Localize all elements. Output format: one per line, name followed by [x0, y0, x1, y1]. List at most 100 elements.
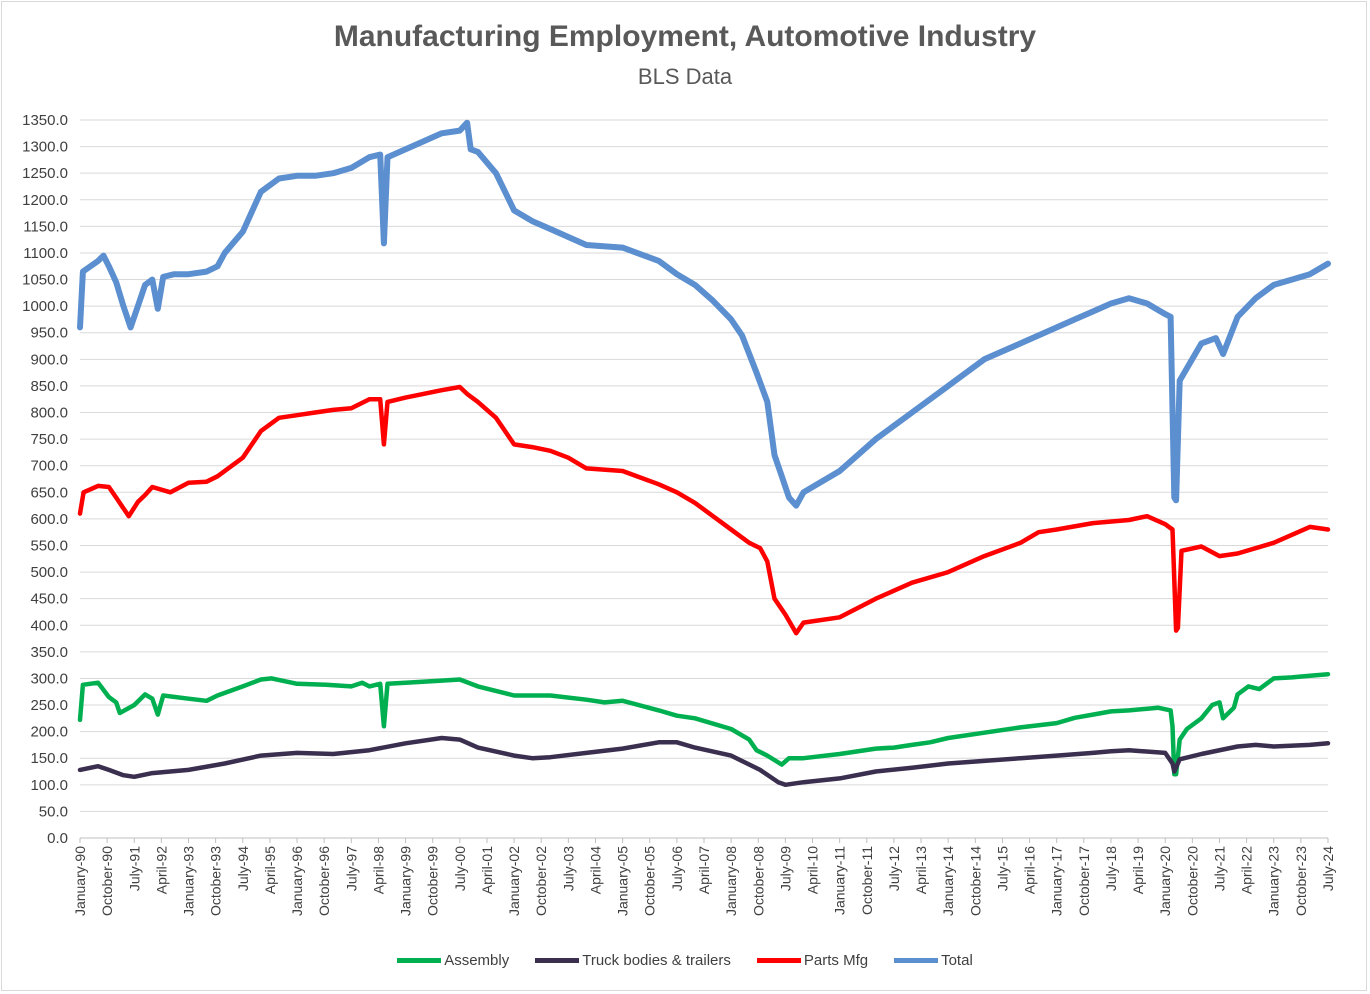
x-tick-label: April-19: [1130, 846, 1146, 894]
legend-item-assembly[interactable]: Assembly: [397, 952, 509, 969]
x-tick-label: July-00: [452, 846, 468, 891]
x-tick-label: January-08: [723, 846, 739, 916]
x-tick-label: January-02: [506, 846, 522, 916]
series-line-parts-mfg: [77, 384, 1331, 636]
y-tick-label: 500.0: [30, 564, 68, 581]
legend: Assembly Truck bodies & trailers Parts M…: [0, 952, 1370, 969]
y-tick-label: 850.0: [30, 378, 68, 395]
x-tick-label: October-99: [425, 846, 441, 916]
x-tick-label: October-96: [316, 846, 332, 916]
y-tick-label: 400.0: [30, 617, 68, 634]
x-tick-label: April-01: [479, 846, 495, 894]
x-tick-label: July-24: [1320, 846, 1336, 891]
x-tick-label: April-92: [153, 846, 169, 894]
x-tick-label: January-17: [1049, 846, 1065, 916]
y-tick-label: 1050.0: [22, 272, 68, 289]
x-tick-label: July-09: [777, 846, 793, 891]
x-tick-label: April-16: [1022, 846, 1038, 894]
y-tick-label: 1150.0: [23, 218, 68, 235]
y-tick-label: 350.0: [30, 644, 68, 661]
x-tick-label: October-93: [208, 846, 224, 916]
y-tick-label: 200.0: [30, 724, 68, 741]
series-lines: [77, 119, 1331, 788]
legend-swatch-truck-bodies: [535, 958, 580, 963]
x-tick-label: July-15: [994, 846, 1010, 891]
x-tick-label: July-06: [669, 846, 685, 891]
x-tick-label: October-17: [1076, 846, 1092, 916]
y-tick-label: 1000.0: [22, 298, 68, 315]
y-tick-label: 0.0: [47, 830, 68, 847]
legend-item-truck-bodies[interactable]: Truck bodies & trailers: [535, 952, 731, 969]
x-tick-label: October-23: [1293, 846, 1309, 916]
x-tick-label: January-11: [832, 846, 848, 915]
grid-lines: [80, 119, 1328, 839]
y-tick-label: 800.0: [30, 405, 68, 422]
x-tick-label: July-18: [1103, 846, 1119, 891]
x-tick-label: January-99: [398, 846, 414, 916]
y-tick-label: 650.0: [30, 484, 68, 501]
x-tick-label: October-08: [750, 846, 766, 916]
y-tick-label: 1250.0: [22, 165, 68, 182]
legend-label-assembly: Assembly: [444, 952, 510, 969]
x-tick-label: April-98: [370, 846, 386, 894]
x-tick-label: April-04: [587, 846, 603, 894]
x-tick-label: October-11: [859, 846, 875, 915]
x-tick-label: October-02: [533, 846, 549, 916]
y-tick-label: 100.0: [30, 777, 68, 794]
y-tick-label: 600.0: [30, 511, 68, 528]
y-tick-label: 450.0: [30, 591, 68, 608]
legend-label-parts-mfg: Parts Mfg: [803, 952, 869, 969]
y-tick-label: 950.0: [30, 325, 68, 342]
legend-label-truck-bodies: Truck bodies & trailers: [582, 952, 731, 969]
x-tick-label: January-93: [181, 846, 197, 916]
legend-swatch-parts-mfg: [756, 958, 801, 963]
y-tick-label: 900.0: [30, 351, 68, 368]
y-tick-label: 550.0: [30, 537, 68, 554]
chart-title: Manufacturing Employment, Automotive Ind…: [333, 20, 1037, 53]
x-tick-label: October-14: [967, 846, 983, 916]
y-tick-label: 300.0: [30, 670, 68, 687]
x-tick-label: October-05: [642, 846, 658, 916]
x-tick-label: January-05: [615, 846, 631, 916]
x-tick-label: October-20: [1184, 846, 1200, 916]
x-tick-label: July-03: [560, 846, 576, 891]
y-tick-label: 50.0: [39, 803, 68, 820]
series-line-total: [77, 119, 1331, 509]
legend-swatch-assembly: [397, 958, 442, 963]
y-tick-label: 1350.0: [22, 112, 68, 129]
x-tick-label: April-22: [1239, 846, 1255, 894]
x-tick-label: January-23: [1266, 846, 1282, 916]
series-line-truck-bodies-trailers: [77, 735, 1331, 788]
legend-item-total[interactable]: Total: [894, 952, 973, 969]
x-tick-label: April-10: [805, 846, 821, 894]
legend-label-total: Total: [941, 952, 973, 969]
y-tick-label: 1200.0: [22, 192, 68, 209]
x-tick-label: April-95: [262, 846, 278, 894]
y-tick-label: 150.0: [30, 750, 68, 767]
x-tick-label: October-90: [99, 846, 115, 916]
legend-swatch-total: [894, 958, 939, 963]
x-tick-label: July-91: [126, 846, 142, 891]
y-tick-label: 1100.0: [23, 245, 68, 262]
x-axis: January-90 October-90 July-91 April-92 Janua…: [72, 837, 1336, 916]
series-line-assembly: [77, 671, 1331, 777]
y-tick-label: 700.0: [30, 458, 68, 475]
x-tick-label: January-14: [940, 846, 956, 916]
y-axis: 0.0 50.0 100.0 150.0 200.0 250.0 300.0 350.0 400…: [22, 112, 68, 847]
x-tick-label: July-21: [1211, 846, 1227, 891]
x-tick-label: April-13: [913, 846, 929, 894]
y-tick-label: 750.0: [30, 431, 68, 448]
y-tick-label: 250.0: [30, 697, 68, 714]
x-tick-label: April-07: [696, 846, 712, 894]
y-tick-label: 1300.0: [22, 139, 68, 156]
x-tick-label: January-90: [72, 846, 88, 916]
x-tick-label: July-12: [886, 846, 902, 891]
x-tick-label: July-94: [235, 846, 251, 891]
x-tick-label: January-20: [1157, 846, 1173, 916]
x-tick-label: January-96: [289, 846, 305, 916]
legend-item-parts-mfg[interactable]: Parts Mfg: [756, 952, 869, 969]
x-tick-label: July-97: [343, 846, 359, 891]
chart-subtitle: BLS Data: [637, 64, 733, 89]
